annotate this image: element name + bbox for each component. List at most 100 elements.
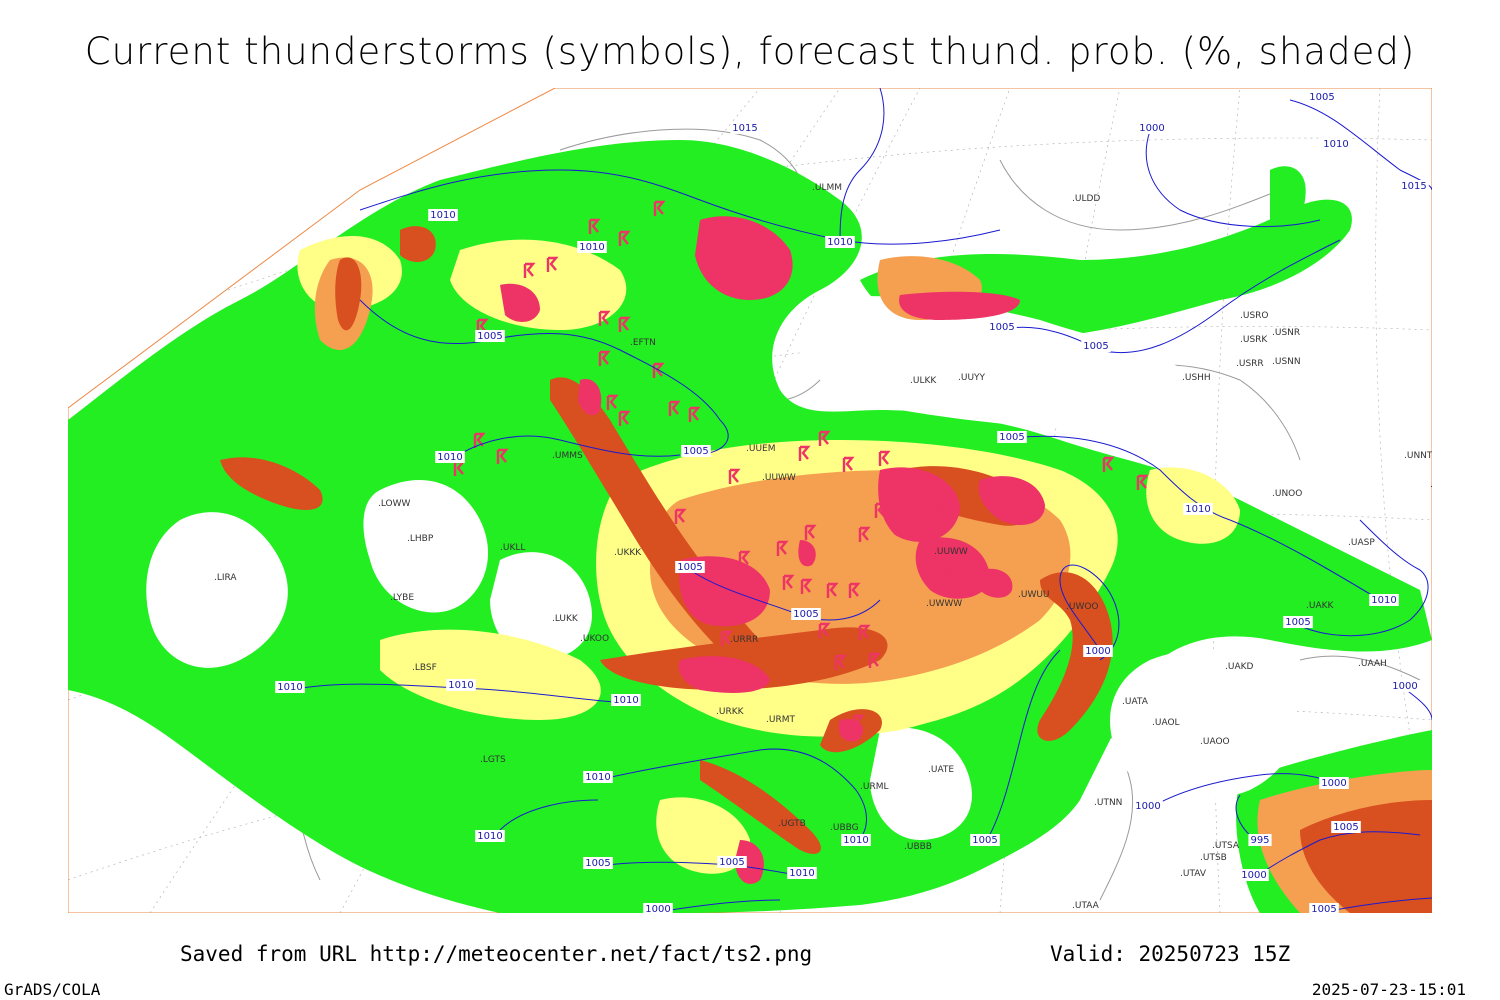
isobar-label-bg [1321,138,1351,150]
station-label: .UAOL [1152,718,1180,728]
station-label: .UASP [1348,538,1375,548]
station-label: .UWOO [1066,602,1099,612]
isobar-label: 1000 [1135,801,1160,812]
isobar-label-bg [446,679,476,691]
isobar-label-bg [275,681,305,693]
isobar-label: 1005 [989,322,1014,333]
isobar-label-bg [1133,800,1163,812]
isobar-label-bg [1283,616,1313,628]
station-label: .URML [860,782,888,792]
isobar-label: 1010 [1371,595,1396,606]
isobar-label-bg [675,561,705,573]
station-label: .UNOO [1272,489,1302,499]
station-label: .UTNN [1094,798,1122,808]
isobar-label: 1005 [677,562,702,573]
isobar-label: 1005 [793,609,818,620]
station-label: .USRR [1236,359,1264,369]
isobar-label: 1010 [1185,504,1210,515]
station-label: .UWUU [1018,590,1050,600]
isobar-label-bg [987,321,1017,333]
station-label: .URKK [716,707,745,717]
station-label: .LBSF [412,663,437,673]
isobar-label: 1010 [448,680,473,691]
isobar-label: 1010 [579,242,604,253]
isobar-label: 1010 [827,237,852,248]
isobar-label-bg [1307,91,1337,103]
isobar-label: 1000 [1085,646,1110,657]
isobar-label: 1015 [1401,181,1426,192]
isobar-label-bg [1239,869,1269,881]
station-labels: .ULDD .ULMM .EFTN .ULKK .UUYY .USHH .USRO .USRK… [214,183,1432,911]
isobar-label: 1010 [437,452,462,463]
isobar-label: 1005 [1083,341,1108,352]
isobar-label: 1005 [1333,822,1358,833]
station-label: .UBBB [904,842,932,852]
isobar-label: 1010 [843,835,868,846]
station-label: .UMMS [552,451,583,461]
isobar-label-bg [611,694,641,706]
isobar-label-bg [643,903,673,913]
station-label: .UWWW [926,599,962,609]
isobar-label-bg [1399,180,1429,192]
isobar-label-bg [1309,903,1339,913]
isobar-label: 1000 [645,904,670,913]
isobar-label-bg [1083,645,1113,657]
map-title: Current thunderstorms (symbols), forecas… [84,30,1416,73]
station-label: .LIRA [214,573,237,583]
isobar-label: 1010 [585,772,610,783]
isobar-label-bg [577,241,607,253]
isobar-label: 1005 [585,858,610,869]
station-label: .ULDD [1072,194,1100,204]
thunderstorm-probability-map: .ULDD .ULMM .EFTN .ULKK .UUYY .USHH .USRO .USRK… [68,88,1432,913]
isobar-label: 1005 [477,331,502,342]
isobar-label: 1005 [1311,904,1336,913]
station-label: .LOWW [378,499,411,509]
isobar-label: 995 [1250,835,1269,846]
isobar-label-bg [475,330,505,342]
isobar-label-bg [841,834,871,846]
generation-timestamp: 2025-07-23-15:01 [1311,980,1466,999]
isobar-label-bg [970,834,1000,846]
isobar-label-bg [1319,777,1349,789]
station-label: .UKOO [580,634,609,644]
isobar-label-bg [1369,594,1399,606]
station-label: .UAAH [1358,659,1387,669]
station-label: .UUWW [762,473,796,483]
station-label: .UUWW [934,547,968,557]
station-label: .UTSA [1212,841,1240,851]
isobar-label: 1000 [1321,778,1346,789]
isobar-label-bg [1331,821,1361,833]
station-label: .UATA [1122,697,1149,707]
isobar-label-bg [1390,680,1420,692]
isobar-labels: 1015 1005 1000 1010 1015 1010 1010 1010 1005 1005… [275,91,1429,913]
station-label: .ULKK [910,376,937,386]
isobar-label: 1010 [430,210,455,221]
isobar-label-bg [681,445,711,457]
station-label: .USRK [1240,335,1268,345]
dry-areas [146,296,1298,840]
isobar-label-bg [997,431,1027,443]
isobar-label-bg [787,867,817,879]
software-credit: GrADS/COLA [4,980,101,999]
station-label: .LUKK [552,614,579,624]
station-label: .URMT [766,715,795,725]
isobar-label: 1005 [999,432,1024,443]
station-label: .USNR [1272,328,1300,338]
station-label: .UUEM [746,444,776,454]
isobar-label: 1005 [719,857,744,868]
isobar-label: 1010 [613,695,638,706]
isobar-label: 1005 [972,835,997,846]
isobar-label: 1010 [277,682,302,693]
isobar-label-bg [428,209,458,221]
isobar-label-bg [583,857,613,869]
station-label: .LHBP [407,534,434,544]
station-label: .USRO [1240,311,1269,321]
source-url-caption: Saved from URL http://meteocenter.net/fa… [180,942,813,966]
station-label: .UNBB [1430,480,1432,490]
station-label: .UTAA [1072,901,1100,911]
station-label: .UAOO [1200,737,1230,747]
isobar-label: 1005 [1285,617,1310,628]
isobar-label-bg [583,771,613,783]
station-label: .UTAV [1180,869,1207,879]
isobar-label-bg [435,451,465,463]
